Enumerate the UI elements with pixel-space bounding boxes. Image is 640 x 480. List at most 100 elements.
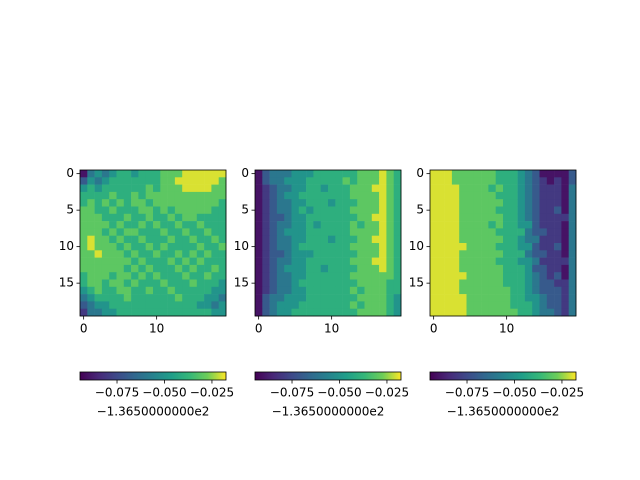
heatmap-cell bbox=[568, 191, 577, 200]
heatmap-cell bbox=[481, 257, 489, 266]
heatmap-cell bbox=[109, 243, 117, 251]
heatmap-cell bbox=[466, 184, 475, 193]
heatmap-cell bbox=[276, 286, 285, 295]
heatmap-cell bbox=[94, 250, 103, 258]
heatmap-cell bbox=[174, 177, 183, 185]
heatmap-cell bbox=[437, 250, 445, 258]
heatmap-cell bbox=[451, 235, 460, 244]
heatmap-cell bbox=[138, 235, 146, 244]
heatmap-cell bbox=[306, 170, 314, 178]
heatmap-cell bbox=[335, 213, 343, 222]
heatmap-cell bbox=[284, 279, 292, 288]
heatmap-cell bbox=[262, 191, 270, 200]
heatmap-cell bbox=[174, 286, 183, 295]
heatmap-cell bbox=[510, 177, 518, 185]
heatmap-cell bbox=[80, 243, 88, 251]
heatmap-cell bbox=[160, 286, 168, 295]
heatmap-cell bbox=[291, 243, 300, 251]
heatmap-cell bbox=[371, 184, 380, 193]
heatmap-cell bbox=[517, 213, 526, 222]
heatmap-cell bbox=[291, 272, 300, 280]
heatmap-cell bbox=[313, 257, 321, 266]
heatmap-cell bbox=[357, 243, 365, 251]
heatmap-cell bbox=[291, 191, 300, 200]
heatmap-cell bbox=[568, 184, 577, 193]
heatmap-cell bbox=[495, 272, 504, 280]
heatmap-cell bbox=[524, 243, 533, 251]
heatmap-cell bbox=[357, 272, 365, 280]
heatmap-cell bbox=[320, 235, 329, 244]
heatmap-cell bbox=[568, 170, 577, 178]
heatmap-cell bbox=[364, 286, 373, 295]
heatmap-cell bbox=[328, 213, 336, 222]
heatmap-cell bbox=[503, 184, 511, 193]
heatmap-cell bbox=[510, 191, 518, 200]
y-tick-label: 0 bbox=[66, 166, 74, 180]
heatmap-cell bbox=[196, 206, 205, 215]
heatmap-cell bbox=[451, 286, 460, 295]
heatmap-cell bbox=[109, 279, 117, 288]
heatmap-cell bbox=[510, 206, 518, 215]
heatmap-cell bbox=[262, 264, 270, 273]
heatmap-cell bbox=[182, 272, 190, 280]
heatmap-cell bbox=[145, 257, 154, 266]
heatmap-cell bbox=[189, 279, 198, 288]
heatmap-cell bbox=[313, 279, 321, 288]
heatmap-cell bbox=[444, 221, 453, 229]
heatmap-cell bbox=[371, 294, 380, 302]
heatmap-cell bbox=[546, 301, 555, 309]
heatmap-cell bbox=[430, 191, 438, 200]
heatmap-cell bbox=[539, 294, 548, 302]
heatmap-cell bbox=[182, 250, 190, 258]
heatmap-cell bbox=[182, 308, 190, 317]
heatmap-cell bbox=[313, 199, 321, 207]
heatmap-cell bbox=[554, 235, 562, 244]
heatmap-cell bbox=[473, 235, 482, 244]
heatmap-cell bbox=[123, 286, 132, 295]
heatmap-cell bbox=[313, 221, 321, 229]
heatmap-cell bbox=[503, 243, 511, 251]
heatmap-cell bbox=[123, 243, 132, 251]
y-tick-label: 10 bbox=[234, 239, 249, 253]
heatmap-cell bbox=[328, 286, 336, 295]
heatmap-cell bbox=[437, 257, 445, 266]
heatmap-cell bbox=[510, 213, 518, 222]
heatmap-cell bbox=[145, 170, 154, 178]
heatmap-cell bbox=[320, 264, 329, 273]
heatmap-cell bbox=[298, 250, 307, 258]
heatmap-cell bbox=[524, 286, 533, 295]
colorbar-offset-label: −1.3650000000e2 bbox=[97, 405, 210, 419]
heatmap-cell bbox=[371, 191, 380, 200]
heatmap-cell bbox=[488, 257, 496, 266]
heatmap-cell bbox=[510, 272, 518, 280]
heatmap-cell bbox=[269, 272, 278, 280]
heatmap-cell bbox=[561, 272, 569, 280]
heatmap-cell bbox=[430, 286, 438, 295]
heatmap-cell bbox=[503, 170, 511, 178]
heatmap-cell bbox=[386, 213, 394, 222]
heatmap-cell bbox=[131, 286, 139, 295]
heatmap-cell bbox=[554, 301, 562, 309]
heatmap-cell bbox=[328, 206, 336, 215]
heatmap-cell bbox=[364, 264, 373, 273]
heatmap-cell bbox=[524, 272, 533, 280]
heatmap-cell bbox=[568, 250, 577, 258]
heatmap-cell bbox=[342, 250, 351, 258]
heatmap-cell bbox=[437, 221, 445, 229]
heatmap-cell bbox=[204, 279, 212, 288]
heatmap-cell bbox=[306, 221, 314, 229]
heatmap-cell bbox=[561, 286, 569, 295]
heatmap-cell bbox=[291, 199, 300, 207]
heatmap-cell bbox=[371, 257, 380, 266]
heatmap-cell bbox=[109, 272, 117, 280]
heatmap-cell bbox=[349, 228, 358, 236]
heatmap-cell bbox=[430, 199, 438, 207]
heatmap-cell bbox=[517, 257, 526, 266]
heatmap-cell bbox=[80, 184, 88, 193]
heatmap-cell bbox=[554, 206, 562, 215]
heatmap-cell bbox=[313, 294, 321, 302]
heatmap-cell bbox=[174, 199, 183, 207]
heatmap-cell bbox=[503, 272, 511, 280]
heatmap-cell bbox=[495, 264, 504, 273]
heatmap-cell bbox=[276, 279, 285, 288]
